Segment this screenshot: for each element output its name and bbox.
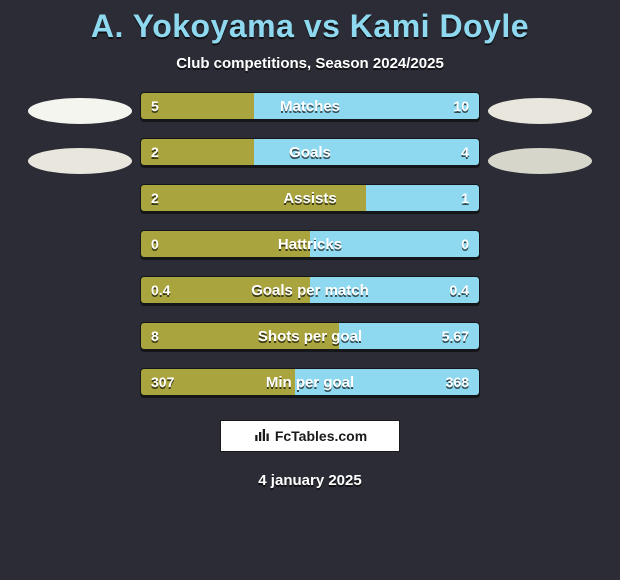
stat-bar: 24Goals	[140, 138, 480, 166]
bars-container: 510Matches 24Goals 21Assists 00Hattricks 0.4…	[140, 92, 480, 396]
side-column-left	[20, 92, 140, 198]
player-oval	[28, 98, 132, 124]
comparison-content: 510Matches 24Goals 21Assists 00Hattricks 0.4…	[0, 92, 620, 396]
player-oval	[28, 148, 132, 174]
stat-bar: 21Assists	[140, 184, 480, 212]
stat-bar: 307368Min per goal	[140, 368, 480, 396]
stat-bar: 00Hattricks	[140, 230, 480, 258]
player-oval	[488, 98, 592, 124]
stat-label: Goals	[141, 139, 479, 165]
stat-bar: 85.67Shots per goal	[140, 322, 480, 350]
chart-bars-icon	[253, 426, 271, 447]
stat-bar: 510Matches	[140, 92, 480, 120]
page-title: A. Yokoyama vs Kami Doyle	[0, 0, 620, 45]
source-badge-text: FcTables.com	[275, 428, 367, 444]
stat-label: Min per goal	[141, 369, 479, 395]
source-badge: FcTables.com	[220, 420, 400, 452]
player-oval	[488, 148, 592, 174]
stat-label: Matches	[141, 93, 479, 119]
stat-label: Assists	[141, 185, 479, 211]
stat-bar: 0.40.4Goals per match	[140, 276, 480, 304]
stat-label: Hattricks	[141, 231, 479, 257]
page-date: 4 january 2025	[0, 472, 620, 489]
page-subtitle: Club competitions, Season 2024/2025	[0, 55, 620, 72]
stat-label: Shots per goal	[141, 323, 479, 349]
stat-label: Goals per match	[141, 277, 479, 303]
side-column-right	[480, 92, 600, 198]
